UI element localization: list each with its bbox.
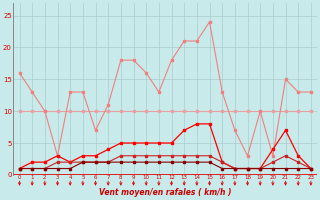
X-axis label: Vent moyen/en rafales ( km/h ): Vent moyen/en rafales ( km/h ) <box>99 188 231 197</box>
